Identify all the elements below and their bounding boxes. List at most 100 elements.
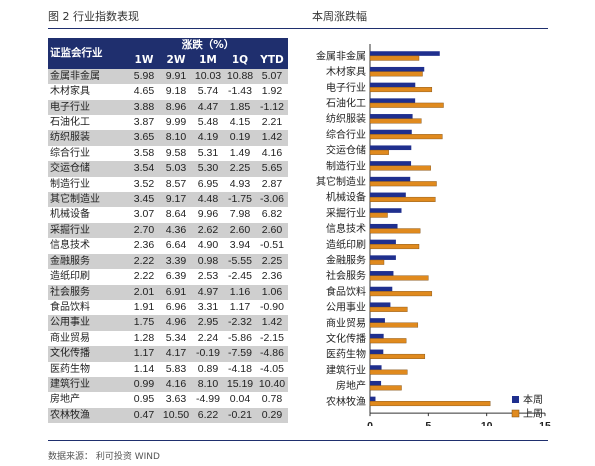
category-label: 建筑行业 — [326, 363, 366, 376]
footer-divider — [48, 440, 548, 441]
x-tick-label: 10 — [481, 420, 493, 426]
table-row: 食品饮料 1.91 6.96 3.31 1.17 -0.90 — [48, 299, 289, 316]
sector-header: 证监会行业 — [48, 38, 128, 69]
cell-1q: 4.15 — [224, 115, 256, 131]
cell-2w: 8.96 — [160, 99, 192, 116]
cell-1w: 3.88 — [128, 99, 160, 116]
cell-1m: 5.31 — [192, 145, 224, 162]
bar-last-week — [369, 291, 433, 297]
cell-ytd: 1.06 — [256, 284, 289, 300]
category-label: 综合行业 — [326, 128, 366, 141]
sector-name: 商业贸易 — [48, 330, 128, 347]
table-row: 金属非金属 5.98 9.91 10.03 10.88 5.07 — [48, 68, 289, 85]
cell-1m: 5.48 — [192, 115, 224, 131]
bar-this-week — [370, 82, 416, 88]
cell-1q: 3.94 — [224, 238, 256, 254]
bar-this-week — [370, 129, 412, 135]
bar-this-week — [370, 302, 391, 308]
cell-2w: 9.58 — [160, 145, 192, 162]
sector-name: 建筑行业 — [48, 376, 128, 393]
cell-1w: 2.22 — [128, 269, 160, 285]
cell-ytd: 10.40 — [256, 376, 289, 393]
cell-1w: 3.52 — [128, 176, 160, 193]
sector-name: 公用事业 — [48, 315, 128, 331]
cell-1m: 4.47 — [192, 99, 224, 116]
bar-this-week — [370, 318, 385, 323]
cell-1w: 1.28 — [128, 330, 160, 347]
cell-1w: 3.58 — [128, 145, 160, 162]
sector-name: 电子行业 — [48, 99, 128, 116]
cell-1m: 5.74 — [192, 84, 224, 100]
table-row: 商业贸易 1.28 5.34 2.24 -5.86 -2.15 — [48, 330, 289, 347]
bar-last-week — [369, 369, 408, 375]
category-label: 信息技术 — [326, 222, 366, 235]
cell-ytd: 1.42 — [256, 130, 289, 146]
table-row: 公用事业 1.75 4.96 2.95 -2.32 1.42 — [48, 315, 289, 331]
cell-1m: 2.62 — [192, 222, 224, 239]
sector-name: 信息技术 — [48, 238, 128, 254]
cell-2w: 5.34 — [160, 330, 192, 347]
cell-2w: 4.16 — [160, 376, 192, 393]
bar-this-week — [370, 223, 398, 229]
cell-ytd: 2.87 — [256, 176, 289, 193]
bar-this-week — [370, 66, 425, 72]
bar-this-week — [370, 365, 382, 370]
category-label: 制造行业 — [326, 159, 366, 172]
cell-2w: 9.99 — [160, 115, 192, 131]
legend-label: 本周 — [523, 393, 543, 406]
table-row: 纺织服装 3.65 8.10 4.19 0.19 1.42 — [48, 130, 289, 146]
cell-1q: 10.88 — [224, 68, 256, 85]
cell-ytd: -2.15 — [256, 330, 289, 347]
bar-last-week — [369, 306, 408, 312]
bar-last-week — [369, 118, 422, 124]
bar-last-week — [369, 353, 426, 359]
sector-name: 农林牧渔 — [48, 407, 128, 424]
cell-1m: 4.90 — [192, 238, 224, 254]
cell-1q: 15.19 — [224, 376, 256, 393]
category-label: 电子行业 — [326, 81, 366, 94]
category-label: 金属非金属 — [316, 49, 366, 62]
cell-2w: 9.17 — [160, 192, 192, 208]
bar-last-week — [369, 102, 444, 108]
cell-ytd: -0.90 — [256, 299, 289, 316]
cell-ytd: 6.82 — [256, 207, 289, 223]
cell-1m: 2.24 — [192, 330, 224, 347]
table-row: 社会服务 2.01 6.91 4.97 1.16 1.06 — [48, 284, 289, 300]
cell-1m: 8.10 — [192, 376, 224, 393]
category-label: 造纸印刷 — [326, 238, 366, 251]
cell-1w: 2.70 — [128, 222, 160, 239]
cell-1q: -1.75 — [224, 192, 256, 208]
cell-1w: 1.14 — [128, 361, 160, 377]
table-row: 木材家具 4.65 9.18 5.74 -1.43 1.92 — [48, 84, 289, 100]
cell-1w: 2.01 — [128, 284, 160, 300]
cell-1q: -1.43 — [224, 84, 256, 100]
bar-last-week — [369, 228, 421, 234]
cell-1q: 1.17 — [224, 299, 256, 316]
table-row: 房地产 0.95 3.63 -4.99 0.04 0.78 — [48, 392, 289, 408]
cell-2w: 3.39 — [160, 253, 192, 270]
cell-2w: 9.18 — [160, 84, 192, 100]
table-row: 石油化工 3.87 9.99 5.48 4.15 2.21 — [48, 115, 289, 131]
cell-1m: 9.96 — [192, 207, 224, 223]
bar-this-week — [370, 208, 402, 213]
sector-name: 其它制造业 — [48, 192, 128, 208]
sector-name: 食品饮料 — [48, 299, 128, 316]
bar-this-week — [370, 349, 384, 355]
category-label: 采掘行业 — [326, 206, 366, 219]
category-label: 医药生物 — [326, 348, 366, 361]
x-tick-label: 5 — [425, 420, 431, 426]
bar-this-week — [370, 161, 412, 166]
cell-1w: 2.36 — [128, 238, 160, 254]
cell-1q: 1.49 — [224, 145, 256, 162]
cell-ytd: 2.36 — [256, 269, 289, 285]
category-label: 公用事业 — [326, 301, 366, 314]
cell-ytd: -0.51 — [256, 238, 289, 254]
sector-name: 房地产 — [48, 392, 128, 408]
bar-last-week — [369, 71, 423, 77]
bar-last-week — [369, 401, 491, 407]
cell-1m: 10.03 — [192, 68, 224, 85]
cell-1m: 4.48 — [192, 192, 224, 208]
bar-last-week — [369, 87, 433, 93]
cell-ytd: 5.07 — [256, 68, 289, 85]
bar-this-week — [370, 176, 411, 182]
